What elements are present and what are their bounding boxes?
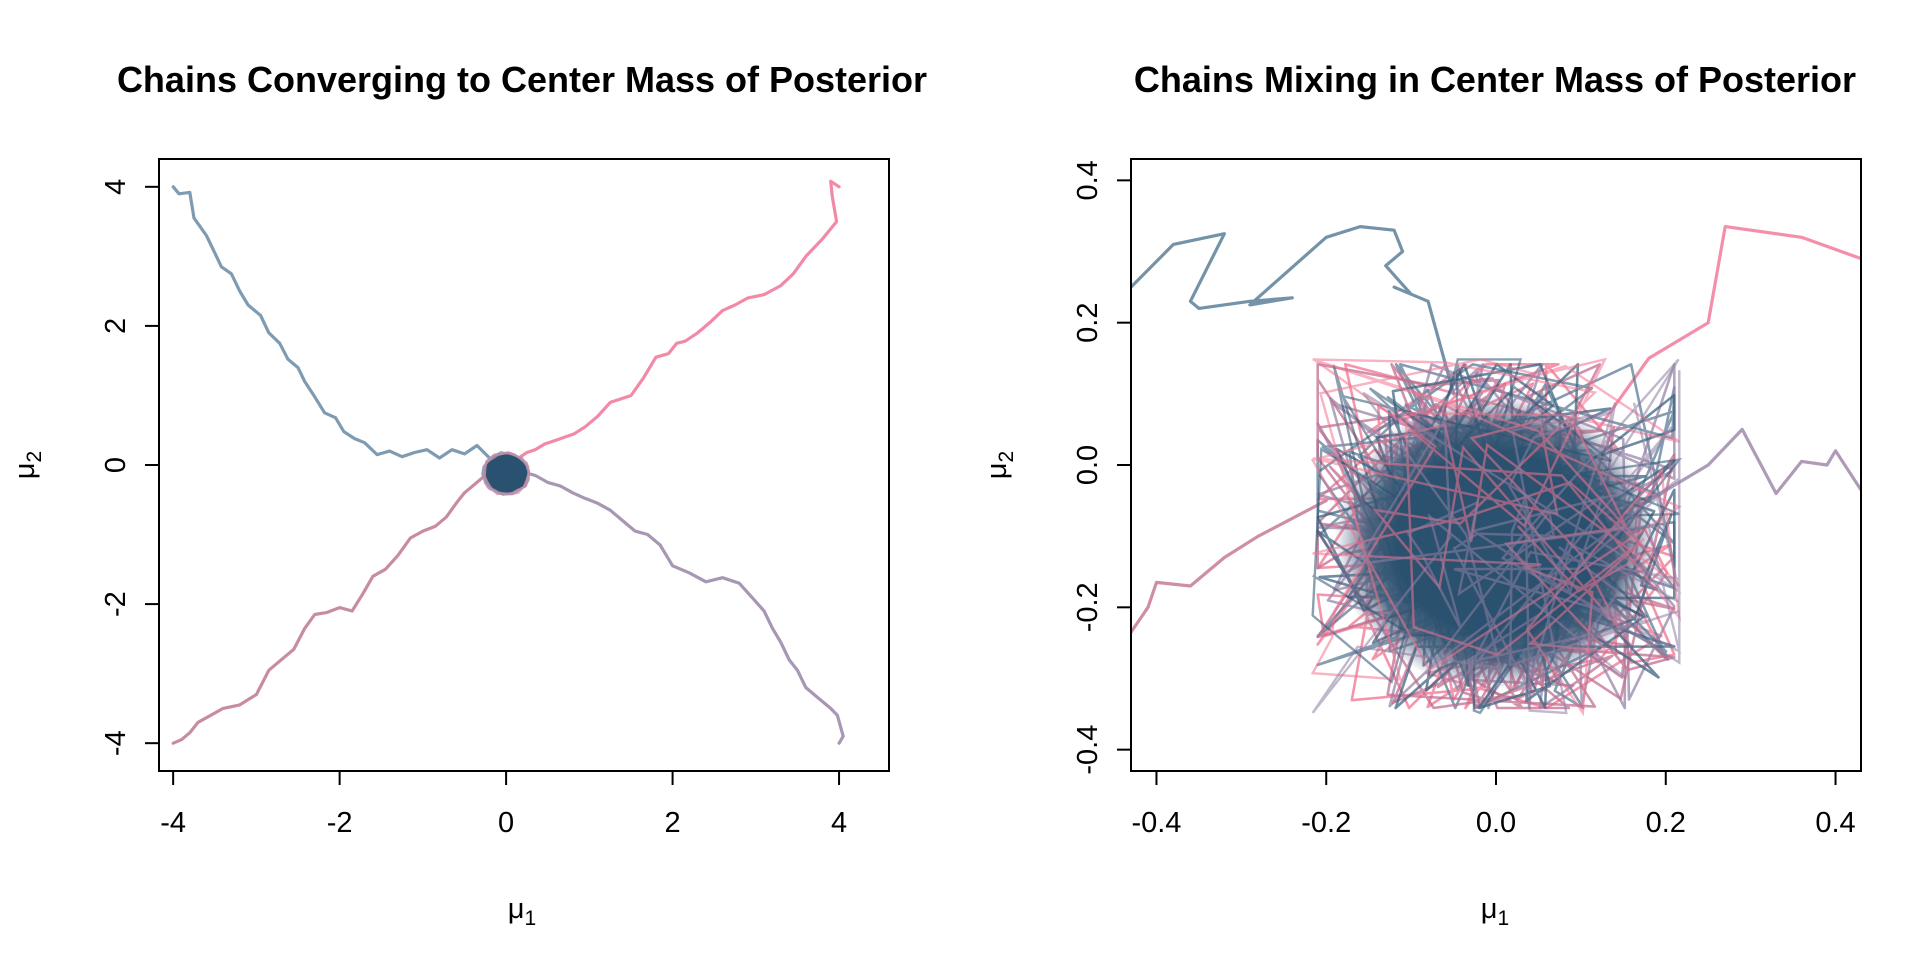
right-chain-line-1 bbox=[1131, 225, 1456, 396]
left-chain-line-4 bbox=[171, 466, 500, 745]
right-mixing-overlay-trace bbox=[1310, 357, 1682, 717]
left-y-tick-label: 0 bbox=[100, 457, 132, 473]
right-chart-traces bbox=[1131, 225, 1861, 717]
right-x-tick-label: 0.2 bbox=[1646, 807, 1686, 839]
left-y-tick-label: 4 bbox=[100, 179, 132, 195]
right-x-tick-label: 0.4 bbox=[1815, 807, 1855, 839]
right-y-tick-label: 0.2 bbox=[1072, 303, 1104, 343]
right-y-axis-label: μ2 bbox=[981, 451, 1018, 479]
right-x-axis: -0.4 -0.2 0.0 0.2 0.4 bbox=[1131, 770, 1856, 839]
right-y-tick-label: 0.0 bbox=[1072, 445, 1104, 485]
left-x-tick-label: 4 bbox=[831, 807, 847, 839]
left-chart-panel: Chains Converging to Center Mass of Post… bbox=[9, 59, 927, 930]
right-chain-line-2 bbox=[1596, 225, 1861, 431]
left-chain-line-3 bbox=[512, 466, 845, 745]
right-x-tick-label: -0.4 bbox=[1131, 807, 1181, 839]
left-y-axis-label: μ2 bbox=[9, 451, 46, 479]
left-center-mass-blob bbox=[483, 452, 529, 495]
right-x-tick-label: 0.0 bbox=[1476, 807, 1516, 839]
left-x-tick-label: 0 bbox=[498, 807, 514, 839]
left-x-tick-label: -4 bbox=[160, 807, 186, 839]
left-blob-edge-trace bbox=[483, 452, 530, 496]
left-x-axis: -4 -2 0 2 4 bbox=[160, 770, 847, 839]
left-y-axis: -4 -2 0 2 4 bbox=[100, 179, 160, 756]
left-chart-traces bbox=[171, 179, 845, 745]
left-x-tick-label: 2 bbox=[665, 807, 681, 839]
right-chain-line-4 bbox=[1131, 499, 1328, 634]
right-x-axis-label: μ1 bbox=[1481, 893, 1509, 930]
right-mixing-overlay-trace bbox=[1311, 358, 1682, 715]
right-chain-line-3 bbox=[1647, 427, 1861, 503]
right-mixing-overlay-trace bbox=[1311, 358, 1683, 715]
left-chart-title: Chains Converging to Center Mass of Post… bbox=[117, 59, 927, 100]
right-y-tick-label: 0.4 bbox=[1072, 160, 1104, 200]
right-chart-panel: Chains Mixing in Center Mass of Posterio… bbox=[981, 59, 1862, 930]
right-y-axis: -0.4 -0.2 0.0 0.2 0.4 bbox=[1072, 160, 1132, 775]
left-x-tick-label: -2 bbox=[327, 807, 353, 839]
right-y-tick-label: -0.2 bbox=[1072, 582, 1104, 632]
left-chain-line-1 bbox=[171, 185, 500, 464]
left-x-axis-label: μ1 bbox=[508, 893, 536, 930]
left-y-tick-label: -4 bbox=[100, 730, 132, 756]
left-y-tick-label: 2 bbox=[100, 318, 132, 334]
right-y-tick-label: -0.4 bbox=[1072, 725, 1104, 775]
left-chain-line-2 bbox=[516, 179, 841, 460]
right-x-tick-label: -0.2 bbox=[1301, 807, 1351, 839]
right-chart-title: Chains Mixing in Center Mass of Posterio… bbox=[1134, 59, 1856, 100]
left-y-tick-label: -2 bbox=[100, 591, 132, 617]
